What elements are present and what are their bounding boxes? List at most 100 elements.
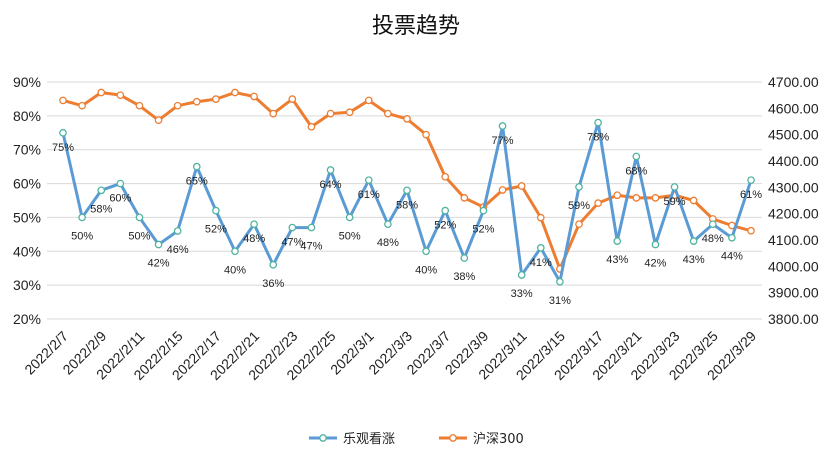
data-point-hs300 <box>441 172 450 181</box>
data-label: 78% <box>587 132 609 144</box>
legend-swatch-marker <box>319 434 327 442</box>
data-point-hs300 <box>747 226 755 235</box>
data-label: 50% <box>71 230 93 242</box>
data-point-bullish <box>728 233 736 242</box>
data-point-bullish <box>613 237 622 245</box>
data-point-hs300 <box>422 130 430 139</box>
data-point-bullish <box>594 118 602 127</box>
x-axis: 2022/2/72022/2/92022/2/112022/2/152022/2… <box>21 328 759 384</box>
data-point-bullish <box>575 183 583 191</box>
data-label: 52% <box>205 224 227 236</box>
data-point-bullish <box>59 128 67 137</box>
data-label: 40% <box>415 264 437 276</box>
data-point-hs300 <box>345 108 354 117</box>
data-label: 59% <box>664 196 686 208</box>
series-layer <box>59 88 755 286</box>
data-point-bullish <box>326 166 335 174</box>
data-point-bullish <box>384 220 392 229</box>
legend-swatch-marker <box>449 434 457 442</box>
data-label: 59% <box>568 200 590 212</box>
data-label: 40% <box>224 264 246 276</box>
data-point-bullish <box>364 176 373 185</box>
data-label: 68% <box>625 165 647 177</box>
data-point-bullish <box>192 162 201 171</box>
legend: 乐观看涨 沪深300 <box>309 431 524 447</box>
data-label: 41% <box>530 257 552 269</box>
right-y-axis: 3800.00 3900.00 4000.00 4100.00 4200.00 4300.… <box>768 74 819 327</box>
data-point-bullish <box>536 244 545 252</box>
data-point-hs300 <box>460 194 469 202</box>
y-left-tick-label: 50% <box>13 209 41 225</box>
data-point-bullish <box>154 240 163 249</box>
legend-label: 乐观看涨 <box>343 431 395 447</box>
data-label: 48% <box>702 233 724 245</box>
data-point-hs300 <box>288 95 297 103</box>
data-label: 46% <box>167 244 189 256</box>
data-point-hs300 <box>326 109 335 118</box>
data-point-bullish <box>556 277 564 286</box>
data-label: 75% <box>52 142 74 154</box>
y-right-tick-label: 3800.00 <box>768 311 819 327</box>
data-labels-layer: 75%50%58%60%50%42%46%65%52%40%48%36%47%4… <box>52 132 762 307</box>
data-point-hs300 <box>250 92 258 101</box>
data-point-hs300 <box>269 109 278 118</box>
data-label: 61% <box>740 189 762 201</box>
data-point-bullish <box>97 186 106 195</box>
y-left-tick-label: 20% <box>13 311 41 327</box>
data-label: 48% <box>243 233 265 245</box>
data-point-hs300 <box>307 122 316 131</box>
data-point-hs300 <box>59 96 67 105</box>
data-point-hs300 <box>78 101 86 110</box>
data-point-hs300 <box>231 88 239 97</box>
data-point-hs300 <box>689 196 698 205</box>
data-point-bullish <box>250 220 258 229</box>
y-left-tick-label: 40% <box>13 243 41 259</box>
data-point-bullish <box>288 223 297 232</box>
data-point-bullish <box>708 220 717 229</box>
chart-title: 投票趋势 <box>372 14 460 39</box>
data-point-bullish <box>747 176 755 185</box>
data-point-hs300 <box>212 95 220 103</box>
y-right-tick-label: 4500.00 <box>768 127 819 143</box>
y-left-tick-label: 30% <box>13 277 41 293</box>
data-point-bullish <box>212 206 220 215</box>
data-point-hs300 <box>632 194 641 202</box>
y-right-tick-label: 4300.00 <box>768 179 819 195</box>
y-left-tick-label: 90% <box>13 74 41 90</box>
data-point-hs300 <box>651 194 660 202</box>
data-point-hs300 <box>536 213 545 222</box>
data-point-bullish <box>307 223 316 232</box>
data-label: 58% <box>90 203 112 215</box>
data-label: 60% <box>109 193 131 205</box>
data-point-bullish <box>116 179 125 188</box>
data-point-hs300 <box>135 101 144 110</box>
data-point-bullish <box>269 260 278 269</box>
y-left-tick-label: 60% <box>13 176 41 192</box>
data-label: 36% <box>262 278 284 290</box>
left-y-axis: 20% 30% 40% 50% 60% 70% 80% 90% <box>13 74 41 327</box>
data-point-bullish <box>479 206 488 215</box>
data-point-bullish <box>78 213 86 222</box>
data-point-hs300 <box>192 97 201 106</box>
data-point-bullish <box>403 186 411 195</box>
data-point-hs300 <box>498 186 507 194</box>
data-label: 47% <box>281 237 303 249</box>
data-point-bullish <box>632 152 641 161</box>
data-label: 52% <box>434 220 456 232</box>
y-right-tick-label: 4100.00 <box>768 232 819 248</box>
data-point-hs300 <box>403 115 411 123</box>
data-point-hs300 <box>173 101 182 110</box>
data-label: 65% <box>186 176 208 188</box>
data-point-hs300 <box>613 191 622 200</box>
data-label: 50% <box>339 230 361 242</box>
data-point-hs300 <box>364 96 373 105</box>
data-point-bullish <box>670 183 679 191</box>
data-point-bullish <box>651 240 660 249</box>
y-left-tick-label: 70% <box>13 142 41 158</box>
data-point-bullish <box>460 254 469 262</box>
data-label: 48% <box>377 237 399 249</box>
y-right-tick-label: 4200.00 <box>768 206 819 222</box>
data-label: 58% <box>396 199 418 211</box>
data-label: 43% <box>683 254 705 266</box>
data-point-bullish <box>498 122 507 130</box>
